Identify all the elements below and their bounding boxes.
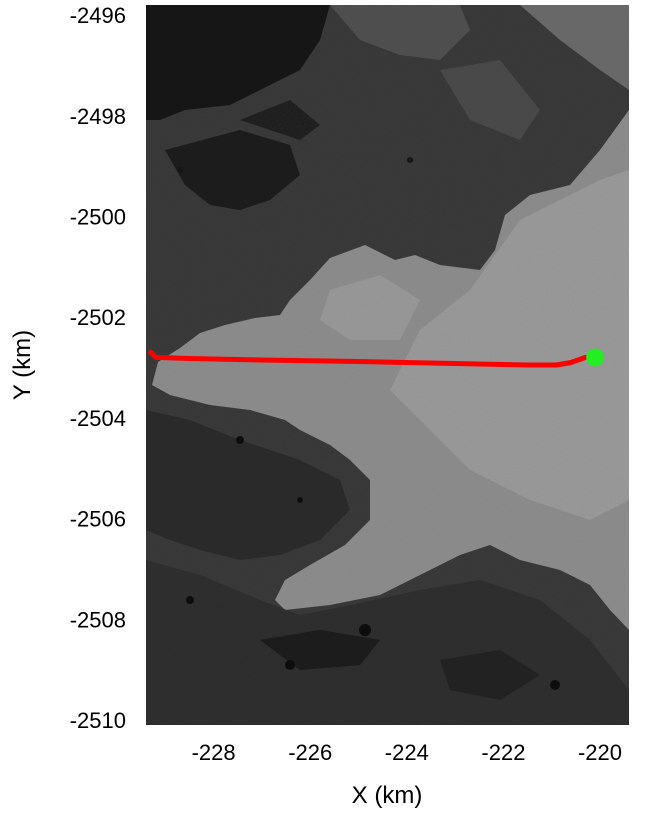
y-tick-label: -2498 [70, 104, 126, 129]
y-axis-label: Y (km) [9, 330, 36, 400]
y-tick-label: -2504 [70, 406, 126, 431]
x-tick-label: -224 [385, 740, 429, 765]
y-tick-label: -2502 [70, 305, 126, 330]
x-axis-label: X (km) [352, 782, 423, 809]
y-axis-tick-labels: -2496 -2498 -2500 -2502 -2504 -2506 -2508 -2510 [70, 3, 126, 733]
x-tick-label: -226 [288, 740, 332, 765]
y-tick-label: -2500 [70, 204, 126, 229]
x-tick-label: -228 [192, 740, 236, 765]
marker-layer [586, 348, 605, 367]
x-axis-tick-labels: -228 -226 -224 -222 -220 [192, 740, 622, 765]
x-tick-label: -222 [481, 740, 525, 765]
y-tick-label: -2506 [70, 507, 126, 532]
terrain-image [146, 5, 629, 725]
y-tick-label: -2510 [70, 708, 126, 733]
endpoint-marker [586, 348, 605, 367]
flowline-series-line [148, 349, 598, 368]
series-layer [148, 349, 598, 368]
y-tick-label: -2508 [70, 607, 126, 632]
x-tick-label: -220 [578, 740, 622, 765]
y-tick-label: -2496 [70, 3, 126, 28]
